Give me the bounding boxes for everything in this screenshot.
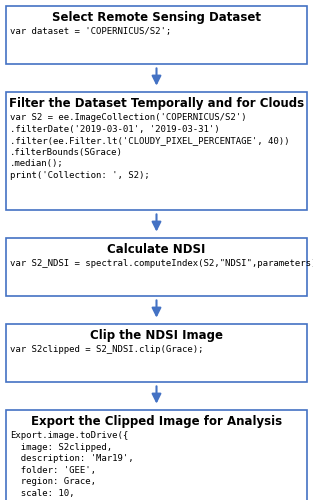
Text: var S2 = ee.ImageCollection('COPERNICUS/S2')
.filterDate('2019-03-01', '2019-03-: var S2 = ee.ImageCollection('COPERNICUS/… (10, 114, 290, 180)
Text: var dataset = 'COPERNICUS/S2';: var dataset = 'COPERNICUS/S2'; (10, 28, 171, 36)
Text: Select Remote Sensing Dataset: Select Remote Sensing Dataset (52, 11, 261, 24)
Bar (6, 6, 307, 64)
Bar (6, 324, 307, 382)
Text: Clip the NDSI Image: Clip the NDSI Image (90, 329, 223, 342)
Text: Export the Clipped Image for Analysis: Export the Clipped Image for Analysis (31, 415, 282, 428)
Text: var S2clipped = S2_NDSI.clip(Grace);: var S2clipped = S2_NDSI.clip(Grace); (10, 346, 203, 354)
Bar (6, 238, 307, 296)
Text: Filter the Dataset Temporally and for Clouds: Filter the Dataset Temporally and for Cl… (9, 97, 304, 110)
Text: var S2_NDSI = spectral.computeIndex(S2,"NDSI",parameters);: var S2_NDSI = spectral.computeIndex(S2,"… (10, 260, 313, 268)
Bar (6, 410, 307, 500)
Bar (6, 92, 307, 210)
Text: Calculate NDSI: Calculate NDSI (107, 243, 206, 256)
Text: Export.image.toDrive({
  image: S2clipped,
  description: 'Mar19',
  folder: 'GE: Export.image.toDrive({ image: S2clipped,… (10, 432, 134, 500)
